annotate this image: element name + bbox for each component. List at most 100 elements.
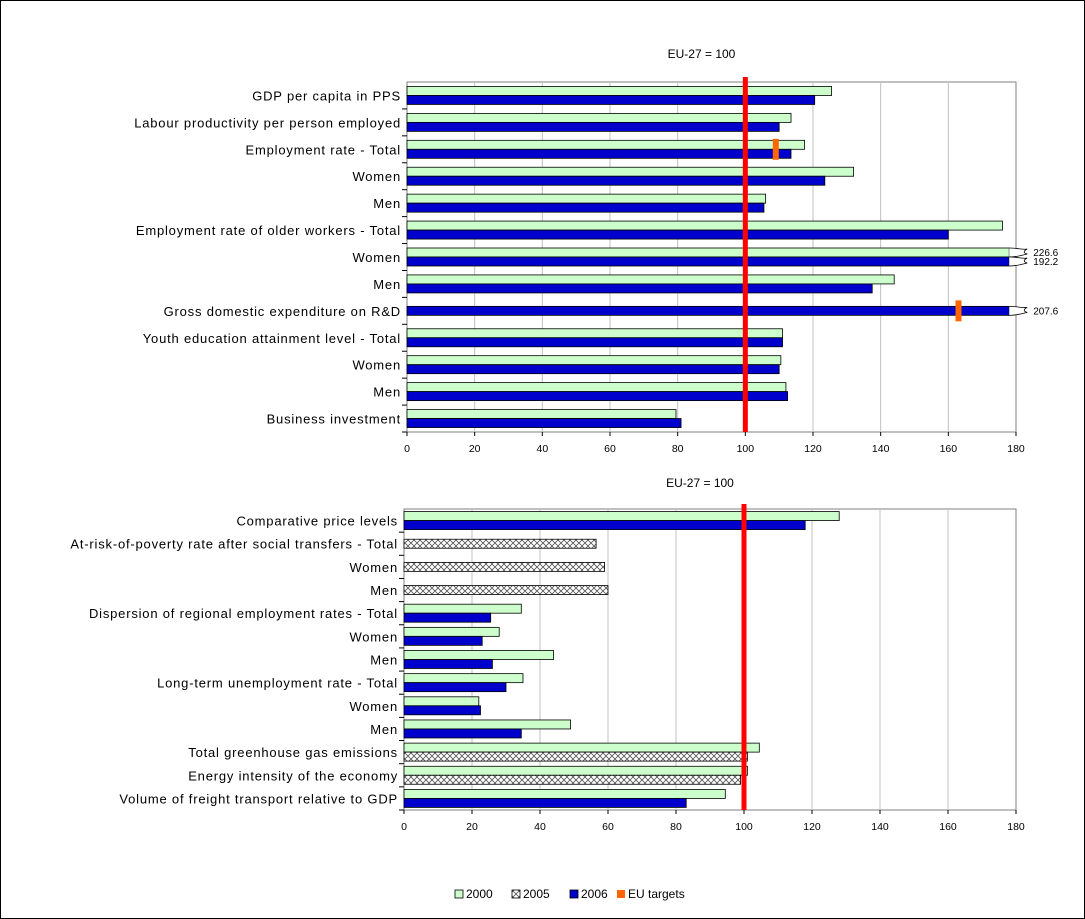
chart-legend: 2000 2005 2006 EU targets	[454, 887, 685, 901]
bar-2006-dispersion-of-regional-employment-rates-total	[403, 612, 492, 623]
category-label-women: Women	[349, 699, 398, 714]
x-tick-label: 100	[737, 443, 755, 455]
bar-2006-youth-education-attainment-level-total	[406, 337, 783, 348]
bar-2000-volume-of-freight-transport-relative-to-gdp	[403, 789, 726, 799]
x-tick-label: 140	[871, 821, 889, 833]
x-tick-label: 20	[469, 443, 481, 455]
category-label-women: Women	[352, 169, 401, 184]
bar-2005-women	[403, 561, 606, 572]
bar-2000-comparative-price-levels	[403, 511, 840, 521]
x-tick-label: 40	[536, 443, 548, 455]
bar-2005-energy-intensity-of-the-economy	[403, 774, 742, 785]
category-label-business-investment: Business investment	[267, 412, 401, 427]
bar-2006-women	[403, 705, 481, 716]
category-label-women: Women	[349, 560, 398, 575]
bar-2000-men	[406, 382, 787, 393]
legend-swatch-eu-targets	[617, 890, 625, 898]
bar-2000-women	[403, 626, 500, 637]
bar-2000-women	[406, 355, 782, 366]
bar-2006-men	[403, 659, 493, 669]
x-tick-label: 40	[534, 821, 546, 833]
bar-2000-men	[406, 274, 895, 285]
category-label-women: Women	[352, 250, 401, 265]
bar-2006-long-term-unemployment-rate-total	[403, 682, 507, 693]
legend-label-2006: 2006	[581, 887, 608, 901]
bar-2005-at-risk-of-poverty-rate-after-social-transfers-total	[403, 538, 597, 549]
bar-2006-men	[406, 391, 789, 402]
bar-2000-men	[403, 650, 555, 660]
break-marker	[1009, 256, 1028, 267]
category-label-energy-intensity-of-the-economy: Energy intensity of the economy	[188, 768, 398, 783]
chart-title: EU-27 = 100	[668, 47, 736, 61]
bar-2006-employment-rate-of-older-workers-total	[406, 229, 949, 240]
category-label-men: Men	[370, 653, 398, 668]
bar-2006-women	[406, 364, 780, 375]
x-tick-label: 140	[872, 443, 890, 455]
legend-label-2005: 2005	[523, 887, 550, 901]
x-tick-label: 80	[672, 443, 684, 455]
bar-2000-employment-rate-of-older-workers-total	[406, 220, 1003, 231]
category-label-volume-of-freight-transport-relative-to-gdp: Volume of freight transport relative to …	[119, 791, 398, 806]
bar-2006-men	[403, 728, 522, 739]
category-label-men: Men	[370, 583, 398, 598]
bar-2006-gross-domestic-expenditure-on-r-d	[406, 305, 1010, 316]
category-label-women: Women	[349, 629, 398, 644]
bar-2000-women	[406, 247, 1010, 258]
bar-2000-gdp-per-capita-in-pps	[406, 86, 833, 96]
break-marker	[1009, 305, 1028, 316]
category-label-total-greenhouse-gas-emissions: Total greenhouse gas emissions	[188, 745, 398, 760]
bar-2006-employment-rate-total	[406, 148, 792, 159]
bar-2000-labour-productivity-per-person-employed	[406, 112, 792, 123]
bar-2000-energy-intensity-of-the-economy	[403, 765, 748, 776]
bar-2006-women	[406, 175, 826, 186]
category-label-men: Men	[373, 277, 401, 292]
x-tick-label: 20	[466, 821, 478, 833]
eu-target-marker	[955, 300, 962, 322]
bar-2006-business-investment	[406, 418, 682, 428]
break-value-label: 226.6	[1033, 248, 1058, 259]
x-tick-label: 160	[939, 821, 957, 833]
category-label-youth-education-attainment-level-total: Youth education attainment level - Total	[143, 331, 401, 346]
legend-label-eu-targets: EU targets	[628, 887, 685, 901]
x-tick-label: 160	[940, 443, 958, 455]
bar-2005-total-greenhouse-gas-emissions	[403, 751, 748, 762]
category-label-dispersion-of-regional-employment-rates-total: Dispersion of regional employment rates …	[89, 606, 398, 621]
bar-2006-women	[403, 635, 483, 646]
category-label-at-risk-of-poverty-rate-after-social-transfers-total: At-risk-of-poverty rate after social tra…	[70, 537, 398, 552]
x-tick-label: 120	[804, 443, 822, 455]
break-value-label: 207.6	[1033, 306, 1058, 317]
legend-swatch-2000	[454, 889, 464, 899]
x-tick-label: 80	[670, 821, 682, 833]
bar-2006-men	[406, 283, 873, 294]
bar-2000-dispersion-of-regional-employment-rates-total	[403, 603, 522, 614]
legend-swatch-2005	[511, 889, 521, 899]
legend-label-2000: 2000	[466, 887, 493, 901]
category-label-men: Men	[373, 385, 401, 400]
bar-2000-women	[406, 166, 855, 177]
x-tick-label: 0	[404, 443, 410, 455]
x-tick-label: 180	[1007, 821, 1025, 833]
upper-chart-panel: 0 20 40 60 80 100 120 140 160 180 EU-27 = 100 GDP p…	[134, 47, 1058, 455]
bar-2006-labour-productivity-per-person-employed	[406, 121, 780, 132]
category-label-employment-rate-of-older-workers-total: Employment rate of older workers - Total	[136, 223, 401, 238]
category-label-gross-domestic-expenditure-on-r-d: Gross domestic expenditure on R&D	[164, 304, 401, 319]
chart-title: EU-27 = 100	[666, 476, 734, 490]
bar-2000-youth-education-attainment-level-total	[406, 328, 783, 339]
bar-2000-business-investment	[406, 409, 677, 419]
bar-2006-comparative-price-levels	[403, 520, 806, 530]
eu-target-marker	[772, 138, 779, 160]
category-label-women: Women	[352, 358, 401, 373]
bar-2000-total-greenhouse-gas-emissions	[403, 742, 760, 753]
category-label-labour-productivity-per-person-employed: Labour productivity per person employed	[134, 115, 401, 130]
x-tick-label: 120	[803, 821, 821, 833]
x-tick-label: 60	[602, 821, 614, 833]
bar-2000-long-term-unemployment-rate-total	[403, 673, 524, 684]
x-tick-label: 0	[401, 821, 407, 833]
x-tick-label: 100	[735, 821, 753, 833]
break-marker	[1009, 247, 1028, 258]
bar-2005-men	[403, 585, 609, 595]
legend-swatch-2006	[569, 889, 579, 899]
break-value-label: 192.2	[1033, 257, 1058, 268]
bar-2006-women	[406, 256, 1010, 267]
